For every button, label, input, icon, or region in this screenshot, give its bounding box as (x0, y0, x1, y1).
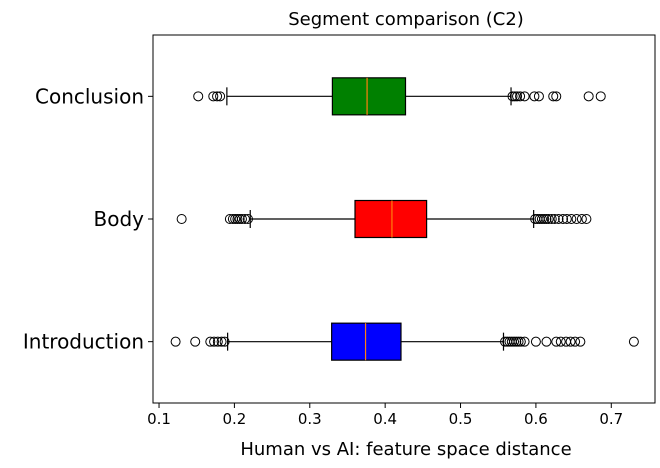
outlier-point-body (230, 214, 241, 224)
outlier-point-body (541, 214, 552, 224)
outlier-point-conclusion (509, 91, 520, 102)
category-label-body: Body (94, 207, 145, 231)
outlier-point-conclusion (512, 91, 523, 102)
outlier-point-body (561, 214, 572, 224)
outlier-point-conclusion (548, 91, 559, 102)
outlier-point-conclusion (507, 91, 518, 102)
outlier-point-body (553, 214, 564, 224)
outlier-point-body (543, 214, 554, 224)
outlier-point-body (234, 214, 245, 224)
outlier-point-introduction (555, 336, 566, 347)
outlier-point-conclusion (533, 91, 544, 102)
outlier-point-introduction (519, 336, 530, 347)
outlier-point-introduction (515, 336, 526, 347)
outlier-point-introduction (511, 336, 522, 347)
box-conclusion (331, 77, 407, 116)
x-tick-label: 0.3 (298, 410, 322, 428)
outlier-point-introduction (190, 336, 201, 347)
outlier-point-body (232, 214, 243, 224)
category-label-introduction: Introduction (23, 330, 144, 354)
outlier-point-introduction (565, 336, 576, 347)
outlier-point-conclusion (595, 91, 606, 102)
chart-title: Segment comparison (C2) (288, 9, 524, 30)
outlier-point-conclusion (515, 91, 526, 102)
outlier-point-body (224, 214, 235, 224)
x-tick-label: 0.5 (449, 410, 473, 428)
outlier-point-body (546, 214, 557, 224)
outlier-point-body (539, 214, 550, 224)
outlier-point-introduction (530, 336, 541, 347)
outlier-point-introduction (205, 336, 216, 347)
outlier-point-body (242, 214, 253, 224)
outlier-point-body (536, 214, 547, 224)
outlier-point-introduction (628, 336, 639, 347)
outlier-point-introduction (551, 336, 562, 347)
outlier-point-introduction (212, 336, 223, 347)
outlier-point-body (576, 214, 587, 224)
outlier-point-conclusion (212, 91, 223, 102)
outlier-point-body (236, 214, 247, 224)
x-tick-label: 0.2 (222, 410, 246, 428)
x-tick-label: 0.4 (373, 410, 397, 428)
outlier-point-introduction (219, 336, 230, 347)
outlier-point-introduction (209, 336, 220, 347)
outlier-point-introduction (513, 336, 524, 347)
x-tick-label: 0.6 (524, 410, 548, 428)
outlier-point-introduction (170, 336, 181, 347)
outlier-point-conclusion (519, 91, 530, 102)
outlier-point-introduction (541, 336, 552, 347)
outlier-point-conclusion (208, 91, 219, 102)
box-introduction (331, 322, 402, 361)
outlier-point-conclusion (529, 91, 540, 102)
x-axis-label: Human vs AI: feature space distance (240, 439, 571, 460)
x-tick-label: 0.1 (147, 410, 171, 428)
outlier-point-body (581, 214, 592, 224)
outlier-point-body (571, 214, 582, 224)
outlier-point-conclusion (551, 91, 562, 102)
outlier-point-body (239, 214, 250, 224)
category-label-conclusion: Conclusion (35, 84, 144, 108)
outlier-point-conclusion (193, 91, 204, 102)
outlier-point-body (549, 214, 560, 224)
outlier-point-introduction (570, 336, 581, 347)
outlier-point-body (566, 214, 577, 224)
outlier-point-body (176, 214, 187, 224)
outlier-point-conclusion (215, 91, 226, 102)
outlier-point-body (558, 214, 569, 224)
outlier-point-conclusion (583, 91, 594, 102)
outlier-point-introduction (509, 336, 520, 347)
box-body (354, 199, 428, 239)
outlier-point-introduction (575, 336, 586, 347)
x-tick-label: 0.7 (599, 410, 623, 428)
outlier-point-introduction (216, 336, 227, 347)
